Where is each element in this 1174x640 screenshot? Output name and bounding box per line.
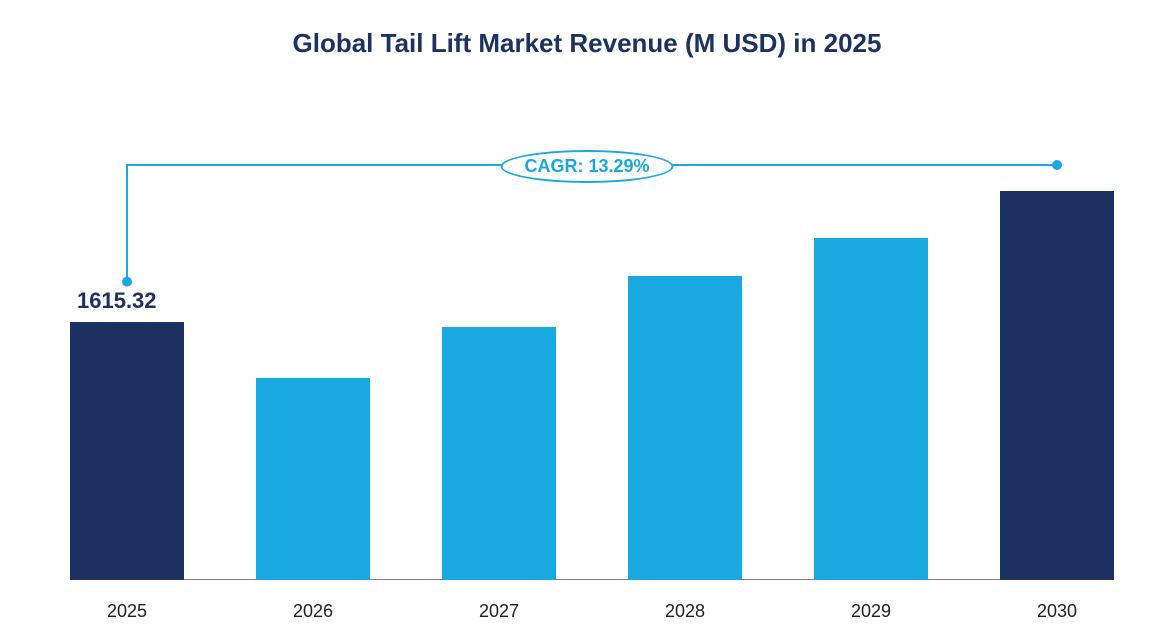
x-label-2030: 2030 (1037, 601, 1077, 622)
x-label-2029: 2029 (851, 601, 891, 622)
x-label-2025: 2025 (107, 601, 147, 622)
x-axis-labels: 2025 2026 2027 2028 2029 2030 (70, 592, 1114, 622)
x-axis-baseline (70, 579, 1114, 580)
cagr-badge: CAGR: 13.29% (500, 150, 673, 183)
bar-2030 (1000, 191, 1114, 580)
bar-2027 (442, 327, 556, 580)
x-label-2028: 2028 (665, 601, 705, 622)
bar-2026 (256, 378, 370, 580)
chart-container: Global Tail Lift Market Revenue (M USD) … (0, 0, 1174, 640)
bar-2028 (628, 276, 742, 580)
plot-area (70, 180, 1114, 580)
x-label-2026: 2026 (293, 601, 333, 622)
bar-2025 (70, 322, 184, 580)
bar-2029 (814, 238, 928, 580)
x-label-2027: 2027 (479, 601, 519, 622)
